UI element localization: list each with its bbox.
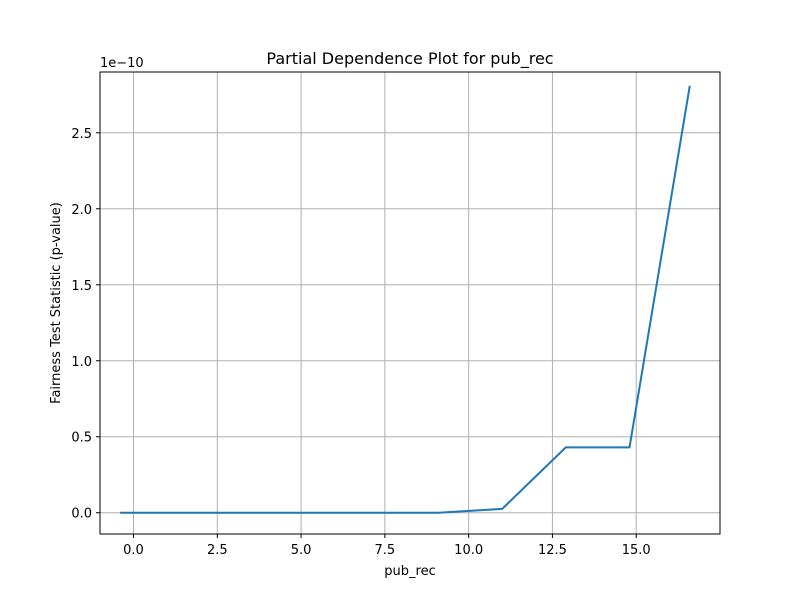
x-tick-label: 7.5 [375, 543, 396, 558]
y-tick-label: 1.0 [71, 355, 92, 370]
x-tick-label: 12.5 [538, 543, 567, 558]
grid-lines [100, 72, 720, 534]
series-layer [120, 85, 691, 514]
x-axis-label: pub_rec [384, 564, 435, 579]
y-tick-label: 2.0 [71, 203, 92, 218]
y-tick-label: 0.5 [71, 431, 92, 446]
x-tick-label: 5.0 [291, 543, 312, 558]
y-tick-label: 1.5 [71, 279, 92, 294]
y-offset-label: 1e−10 [100, 56, 144, 71]
x-tick-label: 15.0 [622, 543, 651, 558]
x-tick-label: 0.0 [123, 543, 144, 558]
x-tick-label: 10.0 [454, 543, 483, 558]
ticks: 0.0 2.5 5.0 7.5 10.0 12.5 15.0 0.0 0.5 1.0 1.5 2.0 2… [71, 127, 650, 558]
y-tick-label: 2.5 [71, 127, 92, 142]
chart-title: Partial Dependence Plot for pub_rec [266, 49, 553, 69]
plot-frame [99, 71, 721, 535]
series-line [120, 85, 691, 514]
y-axis-label: Fairness Test Statistic (p-value) [49, 202, 64, 404]
y-tick-label: 0.0 [71, 507, 92, 522]
x-tick-label: 2.5 [207, 543, 228, 558]
